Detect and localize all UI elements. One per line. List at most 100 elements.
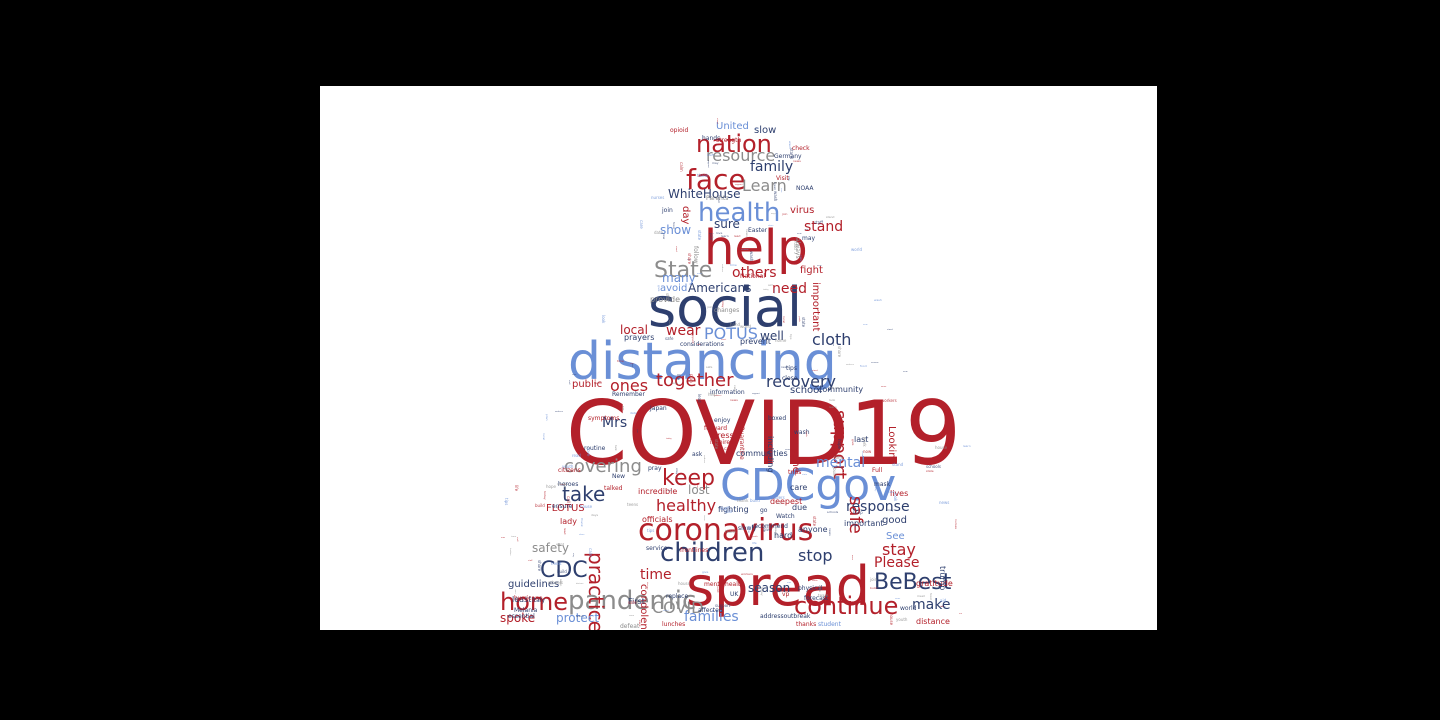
- word-heroes: heroes: [558, 481, 579, 488]
- word-small: state: [802, 474, 808, 476]
- word-local: local: [620, 323, 648, 337]
- word-safe: safe: [845, 496, 866, 534]
- word-small: meet: [917, 594, 925, 598]
- word-national: National: [740, 273, 766, 280]
- word-slow: slow: [754, 125, 777, 136]
- word-small: care: [687, 259, 692, 261]
- word-japan: Japan: [650, 405, 667, 412]
- word-small: stand: [887, 329, 893, 331]
- word-inspired: inspired: [710, 439, 734, 446]
- word-small: support: [735, 184, 743, 186]
- word-small: now: [662, 233, 666, 240]
- word-sure: sure: [714, 217, 740, 231]
- word-small: stand: [826, 215, 835, 219]
- word-small: love: [716, 231, 723, 235]
- word-help: help: [704, 220, 808, 276]
- word-small: doctors: [832, 465, 844, 469]
- word-small: learn: [721, 234, 729, 238]
- word-considerations: considerations: [680, 341, 724, 348]
- word-others: others: [732, 265, 777, 281]
- word-check: check: [792, 145, 810, 152]
- word-small: tips: [668, 490, 672, 492]
- word-go: go: [760, 507, 768, 514]
- word-ones: ones: [610, 376, 649, 395]
- word-lives: lives: [890, 489, 909, 498]
- word-small: learn: [963, 444, 971, 448]
- word-small: look: [829, 398, 836, 402]
- word-small: kids: [787, 582, 792, 584]
- word-small: food: [929, 593, 933, 600]
- word-hurricane: hurricane: [514, 595, 543, 602]
- word-fighting: fighting: [718, 505, 749, 514]
- word-cdc: CDC: [540, 558, 588, 583]
- word-face: face: [686, 163, 746, 196]
- word-small: rural: [542, 433, 546, 441]
- word-small: life: [787, 176, 791, 181]
- word-avoid: avoid: [660, 283, 688, 294]
- word-small: tips: [504, 498, 509, 506]
- word-small: youth: [896, 617, 908, 622]
- word-small: talk: [697, 344, 701, 346]
- word-small: leaders: [714, 395, 722, 397]
- word-public: public: [572, 379, 603, 390]
- word-small: plan: [689, 374, 694, 383]
- word-safety: safety: [532, 541, 570, 555]
- word-day: day: [680, 206, 691, 225]
- word-small: love: [879, 504, 884, 506]
- word-small: work: [818, 585, 822, 593]
- word-small: workers: [703, 455, 705, 463]
- word-small: build: [697, 273, 702, 275]
- word-small: time: [834, 455, 844, 460]
- word-small: keep: [853, 510, 863, 515]
- word-small: staff: [841, 472, 845, 479]
- word-bebest: BeBest: [874, 570, 952, 595]
- word-make: make: [912, 597, 951, 613]
- word-boxed: boxed: [768, 415, 787, 422]
- word-small: calm: [588, 548, 593, 558]
- word-including: including: [766, 436, 775, 473]
- word-recommend: recommend: [752, 523, 788, 530]
- word-small: staff: [568, 380, 570, 385]
- word-support: support: [829, 410, 850, 480]
- word-small: data: [654, 230, 664, 235]
- word-small: safe: [799, 255, 803, 262]
- word-resource: resource: [706, 146, 776, 165]
- word-uk: UK: [730, 591, 739, 598]
- word-small: calm: [733, 385, 737, 393]
- word-covid: COVID: [652, 598, 704, 617]
- word-small: news: [793, 159, 801, 163]
- word-small: days: [671, 381, 679, 385]
- word-small: join: [782, 212, 788, 216]
- word-small: data: [776, 353, 781, 355]
- word-small: support: [691, 332, 695, 344]
- word-slowly: slowly: [738, 525, 757, 532]
- word-small: youth: [805, 431, 807, 437]
- word-small: schools: [548, 580, 563, 585]
- word-least: least: [512, 595, 532, 604]
- word-mental: mental: [816, 455, 866, 471]
- word-well: well: [760, 329, 784, 343]
- word-small: home: [775, 338, 787, 343]
- word-small: state: [801, 317, 806, 328]
- word-small: today: [543, 491, 547, 500]
- word-learn: Learn: [742, 176, 787, 195]
- word-small: calm: [724, 446, 734, 451]
- word-small: leaders: [557, 482, 569, 486]
- word-pray: pray: [648, 465, 662, 472]
- word-small: news: [730, 398, 738, 402]
- word-communities: communities: [736, 449, 788, 458]
- word-new: New: [612, 473, 626, 480]
- word-small: care: [639, 220, 644, 229]
- word-small: days: [777, 503, 782, 505]
- word-small: read: [572, 453, 582, 458]
- word-close: close: [782, 375, 798, 382]
- word-small: house: [935, 445, 948, 450]
- word-small: today: [666, 438, 672, 440]
- word-small: state: [714, 439, 719, 450]
- word-small: team: [511, 536, 517, 538]
- word-fight: fight: [800, 265, 823, 276]
- word-small: team: [594, 381, 602, 385]
- word-small: doctors: [576, 583, 584, 585]
- word-small: care: [572, 374, 577, 376]
- word-care: care: [790, 483, 808, 492]
